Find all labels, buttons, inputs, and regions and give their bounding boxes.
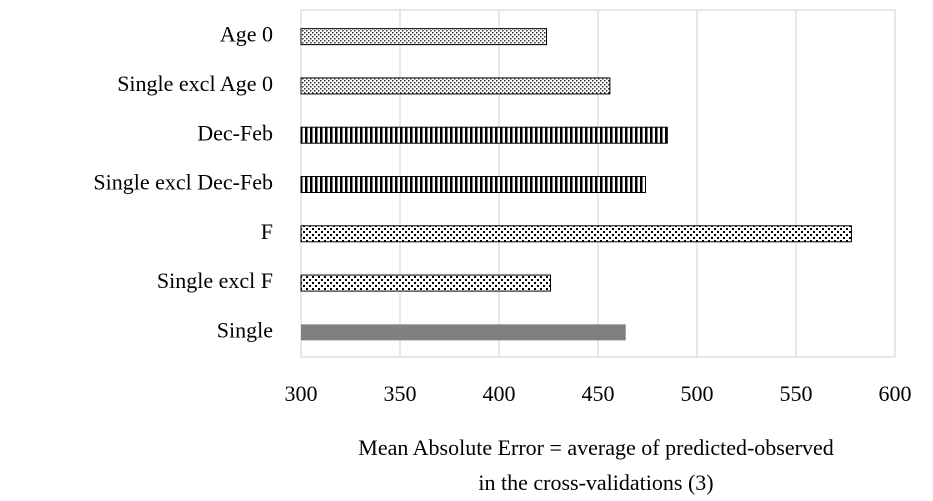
y-tick-label: Single excl F [157, 268, 273, 293]
x-tick-label: 350 [384, 381, 417, 406]
x-tick-label: 450 [582, 381, 615, 406]
bar [301, 324, 626, 341]
bar [300, 225, 852, 243]
x-axis-title: Mean Absolute Error = average of predict… [358, 435, 833, 460]
bar [300, 274, 551, 292]
y-tick-label: Single [217, 317, 273, 342]
x-tick-label: 300 [285, 381, 318, 406]
y-tick-label: Dec-Feb [197, 120, 273, 145]
y-tick-label: Single excl Age 0 [117, 71, 273, 96]
y-tick-label: F [261, 219, 273, 244]
y-tick-label: Age 0 [220, 22, 273, 47]
bar [300, 126, 668, 144]
bar [300, 77, 611, 95]
y-tick-label: Single excl Dec-Feb [93, 170, 273, 195]
bar [300, 176, 647, 193]
x-tick-label: 600 [879, 381, 912, 406]
x-tick-label: 550 [780, 381, 813, 406]
x-axis-title: in the cross-validations (3) [478, 470, 713, 495]
bar [300, 28, 548, 46]
x-tick-label: 500 [681, 381, 714, 406]
x-tick-label: 400 [483, 381, 516, 406]
